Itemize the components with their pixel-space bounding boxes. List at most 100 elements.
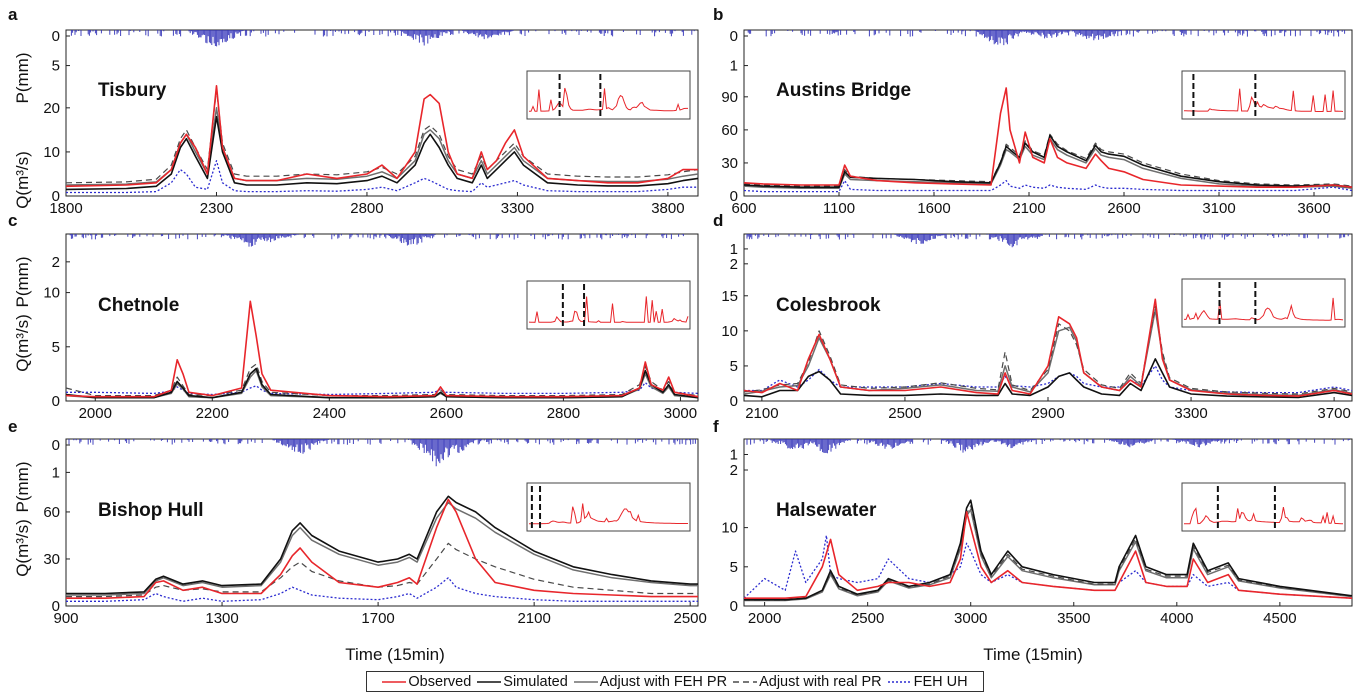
- series-line-uh: [66, 577, 698, 602]
- legend-label: Adjust with FEH PR: [599, 673, 728, 690]
- series-line-observed: [743, 87, 1353, 188]
- panel-letter: a: [8, 5, 18, 24]
- rain-tick-label: 1: [730, 447, 738, 464]
- y-axis-label-rain: P(mm): [13, 257, 32, 308]
- legend-swatch: [477, 680, 502, 683]
- series-line-simulated: [744, 499, 1353, 601]
- rain-tick-label: 0: [52, 28, 60, 45]
- legend-swatch: [382, 680, 407, 683]
- y-tick-label: 5: [52, 339, 60, 356]
- x-tick-label: 1300: [205, 610, 238, 627]
- y-tick-label: 10: [43, 144, 60, 161]
- series-line-fehpr: [743, 137, 1353, 190]
- x-tick-label: 2600: [430, 405, 463, 422]
- y-tick-label: 90: [721, 89, 738, 106]
- x-tick-label: 2500: [674, 610, 707, 627]
- y-tick-label: 0: [730, 598, 738, 615]
- y-axis-label-rain: P(mm): [13, 462, 32, 513]
- x-tick-label: 3600: [1297, 200, 1330, 217]
- y-tick-label: 60: [43, 504, 60, 521]
- y-tick-label: 0: [730, 188, 738, 205]
- rainfall-bars: [69, 234, 684, 247]
- x-tick-label: 3700: [1317, 405, 1350, 422]
- series-line-observed: [744, 511, 1353, 600]
- rain-tick-label: 0: [730, 28, 738, 45]
- y-axis-label-flow: Q(m³/s): [13, 314, 32, 372]
- legend-label: FEH UH: [913, 673, 968, 690]
- x-tick-label: 2100: [1012, 200, 1045, 217]
- axes-frame: [743, 438, 1353, 607]
- rain-tick-label: 2: [52, 254, 60, 271]
- x-tick-label: 2900: [1031, 405, 1064, 422]
- rain-tick-label: 5: [52, 58, 60, 75]
- series-line-simulated: [65, 115, 699, 191]
- panel-f: f 2000 2500 3000 3500 4000 4500 0 5 10 12 Halsewate…: [713, 417, 1353, 627]
- legend: Observed Simulated Adjust with FEH PR Adjus…: [366, 671, 984, 692]
- inset-overview: [1181, 70, 1346, 120]
- x-tick-label: 3000: [664, 405, 697, 422]
- legend-swatch: [887, 680, 912, 683]
- y-axis-label-flow-left: Q(m³/s): [13, 151, 32, 209]
- x-tick-label: 600: [731, 200, 756, 217]
- inset-overview: [526, 70, 691, 120]
- x-tick-label: 3300: [1174, 405, 1207, 422]
- legend-item-observed: Observed: [382, 674, 471, 690]
- panel-e: e 900 1300 1700 2100 2500 0 30 60 0 1 Bishop Hull Q(…: [8, 417, 707, 627]
- series-line-realpr: [65, 363, 699, 397]
- inset-overview: [1181, 482, 1346, 532]
- x-tick-label: 2000: [79, 405, 112, 422]
- x-tick-label: 2500: [888, 405, 921, 422]
- panel-letter: f: [713, 417, 719, 436]
- y-tick-label: 60: [721, 122, 738, 139]
- y-tick-label: 5: [730, 358, 738, 375]
- panel-c: c 2000 2200 2400 2600 2800 3000 0 5 10 2 Chetnole Q(…: [8, 211, 699, 422]
- series-line-simulated: [65, 367, 699, 399]
- legend-label: Observed: [408, 673, 472, 690]
- x-tick-label: 3800: [651, 200, 684, 217]
- series-line-realpr: [66, 542, 698, 598]
- rain-tick-label: 1: [730, 241, 738, 258]
- y-tick-label: 0: [52, 188, 60, 205]
- rain-tick-label: 0: [52, 437, 60, 454]
- x-tick-label: 1100: [823, 200, 855, 217]
- y-axis-label-flow: Q(m³/s): [13, 519, 32, 577]
- y-tick-label: 0: [730, 393, 738, 410]
- rainfall-bars: [746, 439, 1350, 454]
- series-line-observed: [65, 85, 698, 188]
- station-title: Chetnole: [98, 295, 179, 316]
- y-tick-label: 10: [43, 285, 60, 302]
- x-tick-label: 3300: [501, 200, 534, 217]
- series-line-simulated: [743, 358, 1353, 399]
- x-tick-label: 3100: [1202, 200, 1235, 217]
- x-tick-label: 900: [53, 610, 78, 627]
- y-tick-label: 5: [730, 559, 738, 576]
- rainfall-bars: [68, 439, 696, 467]
- panel-d: d 2100 2500 2900 3300 3700 0 5 10 15 12 Colesbrook: [713, 211, 1353, 422]
- inset-overview: [526, 280, 691, 330]
- legend-item-uh: FEH UH: [887, 673, 968, 690]
- panel-letter: d: [713, 211, 723, 230]
- legend-label: Simulated: [503, 673, 568, 690]
- x-tick-label: 2500: [851, 610, 884, 627]
- legend-swatch: [573, 680, 598, 683]
- panel-a: a 1800 2300 2800 3300 3800 0 10 20 0 5 Tisbury: [8, 5, 699, 217]
- series-line-realpr: [743, 305, 1353, 395]
- legend-item-simulated: Simulated: [477, 673, 568, 690]
- station-title: Colesbrook: [776, 295, 881, 316]
- series-line-simulated: [66, 495, 698, 595]
- x-tick-label: 4500: [1263, 610, 1296, 627]
- series-line-fehpr: [66, 501, 698, 596]
- rain-tick-label: 1: [730, 58, 738, 75]
- panel-b: b 600 1100 1600 2100 2600 3100 3600 0 30 60 90 0 1 Aus…: [713, 5, 1353, 217]
- x-tick-label: 2300: [200, 200, 233, 217]
- rain-tick-label: 1: [52, 464, 60, 481]
- series-line-uh: [66, 381, 699, 396]
- station-title: Bishop Hull: [98, 500, 204, 521]
- legend-swatch: [733, 680, 758, 683]
- series-line-uh: [66, 160, 698, 194]
- panel-letter: c: [8, 211, 17, 230]
- y-axis-label-rain-left: P(mm): [13, 53, 32, 104]
- x-tick-label: 4000: [1160, 610, 1193, 627]
- series-line-realpr: [744, 505, 1353, 601]
- y-tick-label: 10: [721, 520, 738, 537]
